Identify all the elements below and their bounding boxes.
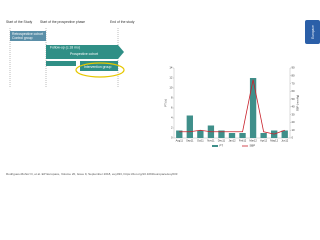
- x-tick-label: Feb12: [239, 139, 247, 143]
- legend-label: SBP: [250, 144, 256, 148]
- bar: [218, 130, 225, 138]
- y-tick-label: 6: [171, 106, 173, 110]
- y2-tick-label: 40: [292, 105, 296, 109]
- x-tick-label: Sep11: [186, 139, 194, 143]
- y2-tick-label: 80: [292, 74, 296, 78]
- y-tick-label: 14: [169, 66, 173, 70]
- milestone: End of the study: [110, 20, 135, 24]
- y2-tick-label: 70: [292, 81, 296, 85]
- y-axis-label: PT (s): [164, 99, 168, 107]
- background: [0, 0, 320, 180]
- legend-label: PT: [220, 144, 224, 148]
- box-label: Control group: [12, 36, 33, 40]
- box: [10, 31, 46, 41]
- y-tick-label: 0: [171, 136, 173, 140]
- x-tick-label: Jun12: [281, 139, 289, 143]
- arrow: [46, 45, 124, 59]
- bar: [249, 78, 257, 138]
- x-tick-label: Apr12: [260, 139, 267, 143]
- box-label: Intervention group: [84, 65, 111, 69]
- y-tick-label: 2: [171, 126, 173, 130]
- bar: [228, 133, 236, 138]
- box-label: Follow-up (c.18 mo): [50, 45, 80, 49]
- x-tick-label: Mar12: [249, 139, 257, 143]
- timeline: Start of the Study Start of the prospect…: [6, 20, 135, 88]
- x-tick-label: Nov11: [207, 139, 215, 143]
- y2-tick-label: 0: [292, 136, 294, 140]
- x-tick-label: Aug11: [176, 139, 184, 143]
- y-tick-label: 8: [171, 96, 173, 100]
- x-tick-label: Jan12: [228, 139, 236, 143]
- y2-tick-label: 30: [292, 112, 296, 116]
- bar: [260, 133, 267, 138]
- line: [179, 79, 285, 135]
- y2-tick-label: 50: [292, 97, 296, 101]
- box-label: Retrospective cohort: [12, 32, 43, 36]
- y2-axis-label: SBP (mmHg): [296, 95, 300, 111]
- x-tick-label: Dec11: [218, 139, 226, 143]
- chart: 0 2 4 6 8 10 12 14 0 10 20 30 40 50 60 70 80 90 PT (s) SBP …: [164, 66, 300, 148]
- box-label: Prospective cohort: [70, 52, 98, 56]
- bar: [281, 130, 288, 138]
- bar: [186, 115, 193, 138]
- highlight: [75, 62, 125, 78]
- x-tick-label: May12: [270, 139, 278, 143]
- bar: [239, 133, 246, 138]
- slide: Start of the Study Start of the prospect…: [0, 0, 320, 180]
- box: [80, 61, 118, 71]
- y2-tick-label: 20: [292, 120, 296, 124]
- y-tick-label: 4: [171, 116, 173, 120]
- milestone: Start of the prospective phase: [40, 20, 85, 24]
- y-tick-label: 10: [169, 86, 173, 90]
- x-tick-label: Oct11: [197, 139, 204, 143]
- y2-tick-label: 60: [292, 89, 296, 93]
- box: [46, 61, 76, 66]
- bar: [176, 130, 183, 138]
- y2-tick-label: 10: [292, 128, 296, 132]
- bar: [197, 130, 204, 138]
- y2-tick-label: 90: [292, 66, 296, 70]
- side-tab-label[interactable]: Europace: [311, 25, 315, 39]
- citation: Rodrigues-Muñoz D, et al. EP Europace, V…: [6, 172, 178, 176]
- milestone: Start of the Study: [6, 20, 33, 24]
- side-tab[interactable]: [305, 20, 320, 44]
- y-tick-label: 12: [169, 76, 173, 80]
